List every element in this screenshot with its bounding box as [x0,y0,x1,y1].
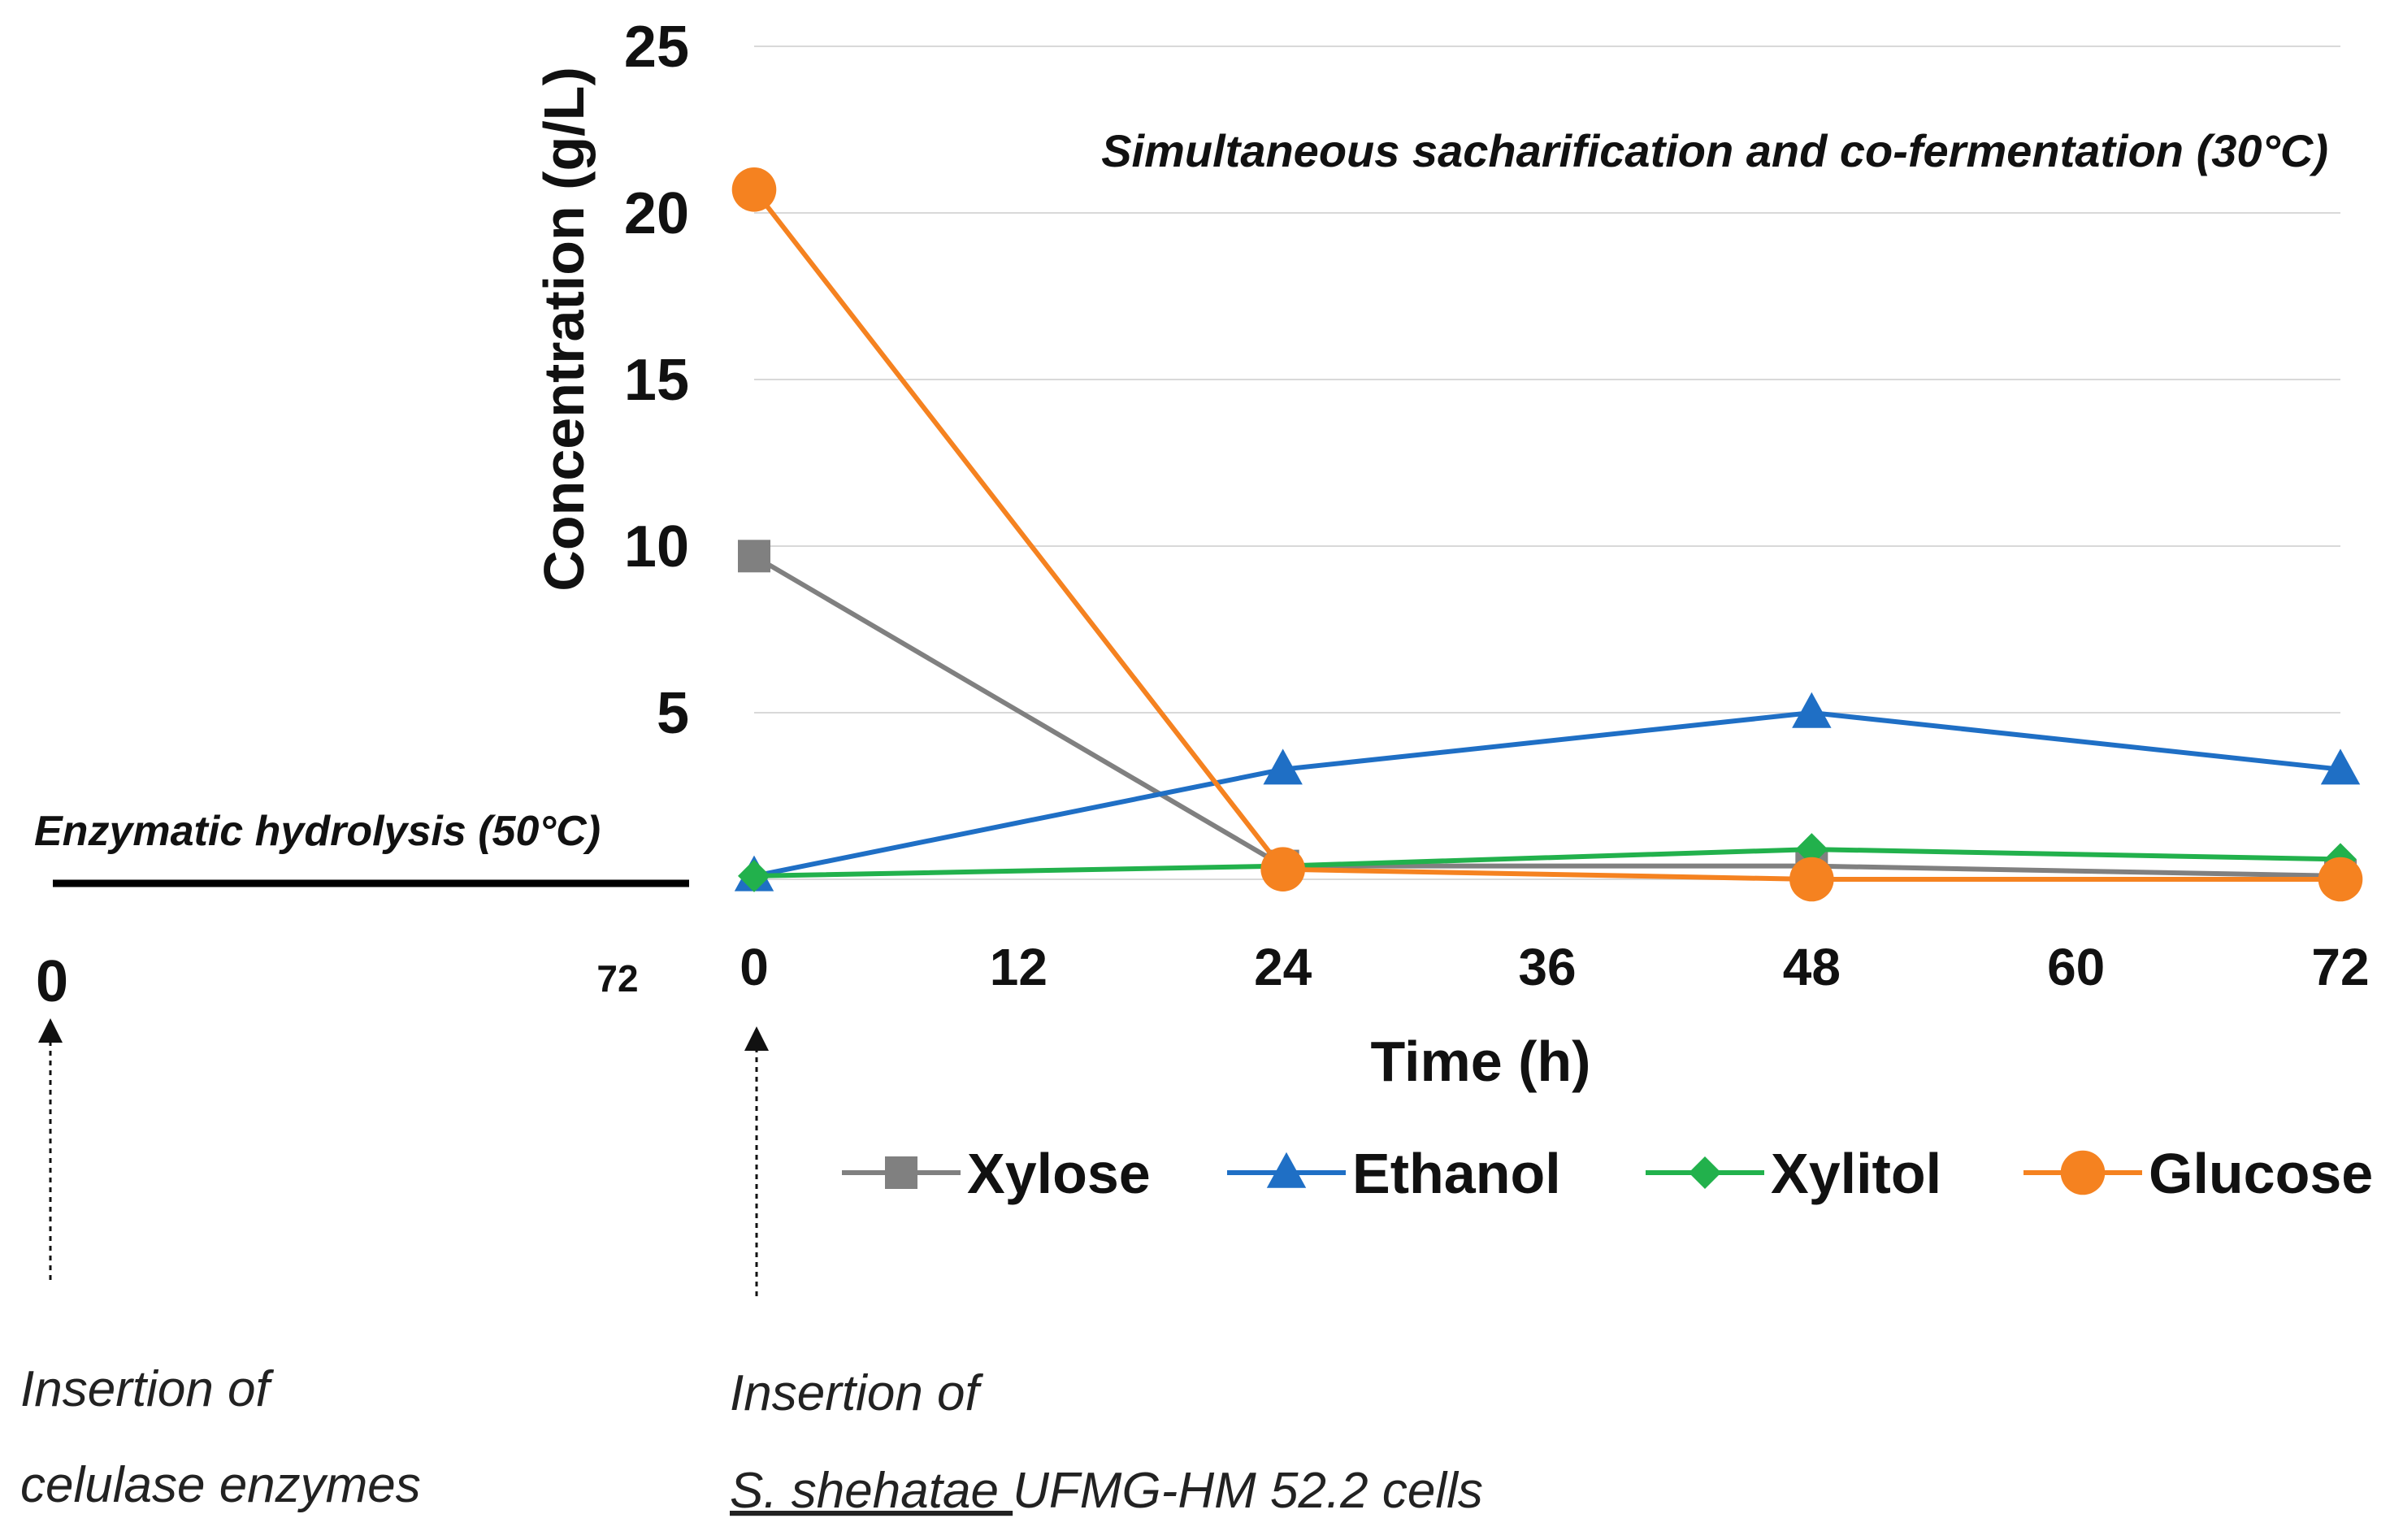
xylose-line [753,553,2341,878]
series-xylitol [738,833,2357,892]
legend: Xylose Ethanol Xylitol Glucose [842,1142,2373,1205]
hydrolysis-label: Enzymatic hydrolysis (50°C) [34,808,601,855]
x-tick-label: 0 [740,938,769,996]
legend-item-xylitol: Xylitol [1646,1142,1941,1205]
glucose-point [1789,857,1834,902]
legend-item-glucose: Glucose [2023,1142,2373,1205]
y-tick-label: 25 [624,15,689,80]
hydrolysis-end-label: 72 [596,957,638,1000]
y-tick-label: 20 [624,181,689,246]
cells-note-line1: Insertion of [730,1365,984,1421]
glucose-line [752,188,2340,882]
glucose-point [2318,857,2363,902]
ethanol-point [1263,748,1303,785]
xylose-point [738,540,770,573]
series-xylose [738,540,2357,892]
x-tick-label: 24 [1254,938,1312,996]
glucose-point [1260,847,1305,891]
legend-swatch-marker [885,1156,917,1189]
legend-label: Glucose [2149,1142,2373,1205]
x-tick-label: 48 [1783,938,1841,996]
x-tick-labels: 0 12 24 36 48 60 72 [740,938,2369,996]
xylitol-point [1795,833,1828,866]
series-ethanol [734,692,2361,891]
cells-species: S. shehatae [730,1463,1013,1519]
y-tick-label: 15 [624,348,689,413]
x-tick-label: 60 [2047,938,2105,996]
xylitol-line [753,847,2341,878]
cells-strain: UFMG-HM 52.2 cells [1013,1463,1483,1519]
ethanol-line [753,709,2341,878]
x-tick-label: 72 [2311,938,2369,996]
legend-swatch-marker [1689,1156,1721,1189]
series-glucose [731,167,2363,902]
cells-note-line2: S. shehatae UFMG-HM 52.2 cells [730,1463,1483,1519]
legend-swatch-marker [1266,1152,1307,1188]
chart-title: Simultaneous sacharification and co-ferm… [1101,125,2328,176]
x-axis-title: Time (h) [1371,1030,1591,1093]
y-tick-labels: 5 10 15 20 25 [624,15,689,746]
hydrolysis-start-label: 0 [36,949,68,1014]
x-tick-label: 36 [1518,938,1576,996]
legend-item-xylose: Xylose [842,1142,1151,1205]
series-layer [731,167,2363,902]
x-tick-label: 12 [990,938,1048,996]
y-tick-label: 10 [624,514,689,579]
legend-label: Xylitol [1771,1142,1941,1205]
ethanol-point [2320,748,2361,785]
legend-label: Xylose [967,1142,1151,1205]
enzymes-note-line1: Insertion of [20,1361,275,1417]
legend-label: Ethanol [1352,1142,1561,1205]
legend-item-ethanol: Ethanol [1227,1142,1561,1205]
xylitol-point [738,859,770,892]
y-tick-label: 5 [657,681,689,746]
ethanol-point [1792,692,1832,728]
y-axis-title: Concentration (g/L) [532,67,596,591]
legend-swatch-marker [2060,1150,2106,1195]
glucose-point [731,167,777,212]
enzymes-note-line2: celulase enzymes [20,1457,421,1513]
